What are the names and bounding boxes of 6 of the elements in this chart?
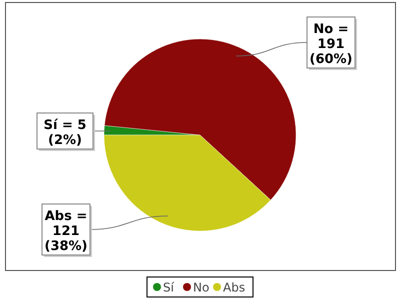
legend-label: Abs: [223, 280, 246, 294]
legend-label: Sí: [163, 280, 175, 294]
data-label: Abs = 121 (38%): [44, 209, 88, 254]
legend-label: No: [193, 280, 210, 294]
data-label: No = 191 (60%): [310, 22, 352, 67]
data-label: Sí = 5 (2%): [44, 118, 86, 148]
